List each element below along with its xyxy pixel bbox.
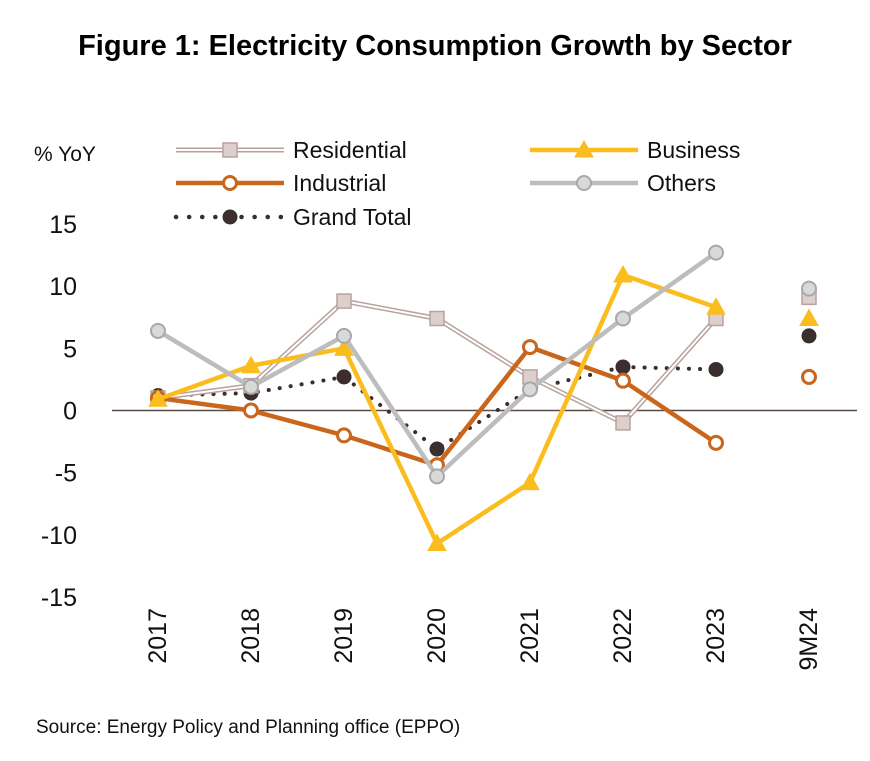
data-point-industrial bbox=[801, 368, 817, 385]
legend-swatch-marker bbox=[576, 175, 592, 191]
data-point-residential bbox=[615, 415, 631, 431]
data-point-industrial bbox=[615, 372, 631, 389]
source-note: Source: Energy Policy and Planning offic… bbox=[36, 717, 461, 738]
legend-item-grand-total: Grand Total bbox=[173, 204, 411, 230]
data-point-industrial bbox=[336, 427, 352, 444]
data-point-others bbox=[150, 322, 166, 339]
data-point-business bbox=[241, 355, 261, 374]
legend-label: Business bbox=[647, 137, 740, 163]
data-point-industrial bbox=[522, 339, 538, 356]
legend: Residential Business Industrial Others Grand… bbox=[173, 137, 740, 230]
data-point-business bbox=[427, 533, 447, 552]
data-point-others bbox=[429, 468, 445, 485]
y-tick-label: -5 bbox=[55, 460, 77, 488]
y-tick-label: 5 bbox=[63, 335, 77, 363]
series-industrial bbox=[150, 339, 817, 474]
y-tick-label: 15 bbox=[49, 211, 77, 239]
data-point-others bbox=[336, 327, 352, 344]
legend-label: Others bbox=[647, 170, 716, 196]
y-axis: 15 10 5 0 -5 -10 -15 bbox=[41, 211, 77, 612]
data-point-grand-total bbox=[615, 359, 631, 375]
x-tick-label: 9M24 bbox=[795, 608, 823, 671]
data-point-business bbox=[613, 264, 633, 283]
data-point-residential bbox=[336, 293, 352, 309]
data-point-business bbox=[520, 472, 540, 491]
data-point-others bbox=[801, 280, 817, 297]
y-axis-unit-label: % YoY bbox=[34, 143, 96, 166]
x-tick-label: 2017 bbox=[144, 608, 172, 664]
data-point-industrial bbox=[243, 402, 259, 419]
legend-label: Grand Total bbox=[293, 204, 411, 230]
legend-item-business: Business bbox=[530, 137, 740, 163]
data-point-business bbox=[799, 308, 819, 326]
x-tick-label: 2021 bbox=[516, 608, 544, 664]
data-point-grand-total bbox=[429, 441, 445, 457]
data-point-others bbox=[708, 244, 724, 261]
legend-item-others: Others bbox=[530, 170, 716, 196]
legend-swatch-marker bbox=[222, 175, 238, 191]
legend-swatch-marker bbox=[574, 139, 594, 158]
data-point-business bbox=[706, 297, 726, 315]
data-point-grand-total bbox=[336, 369, 352, 385]
x-axis: 2017 2018 2019 2020 2021 2022 2023 9M24 bbox=[144, 608, 823, 671]
series-group bbox=[148, 244, 819, 552]
data-point-others bbox=[615, 310, 631, 327]
y-tick-label: -15 bbox=[41, 584, 77, 612]
y-tick-label: -10 bbox=[41, 522, 77, 550]
x-tick-label: 2018 bbox=[237, 608, 265, 664]
chart-title: Figure 1: Electricity Consumption Growth… bbox=[78, 30, 792, 62]
y-tick-label: 10 bbox=[49, 273, 77, 301]
series-others bbox=[150, 244, 817, 485]
data-point-others bbox=[522, 381, 538, 398]
data-point-grand-total bbox=[801, 328, 817, 344]
legend-swatch-marker bbox=[222, 209, 238, 225]
legend-item-industrial: Industrial bbox=[176, 170, 386, 196]
x-tick-label: 2023 bbox=[702, 608, 730, 664]
x-tick-label: 2022 bbox=[609, 608, 637, 664]
legend-swatch-marker bbox=[222, 142, 238, 158]
data-point-residential bbox=[429, 310, 445, 327]
legend-label: Residential bbox=[293, 137, 407, 163]
legend-label: Industrial bbox=[293, 170, 386, 196]
data-point-industrial bbox=[708, 434, 724, 451]
series-business bbox=[148, 264, 819, 552]
data-point-others bbox=[243, 378, 259, 395]
data-point-business bbox=[148, 389, 168, 407]
x-tick-label: 2020 bbox=[423, 608, 451, 664]
data-point-business bbox=[334, 338, 354, 356]
data-point-grand-total bbox=[708, 361, 724, 377]
legend-item-residential: Residential bbox=[176, 137, 407, 163]
y-tick-label: 0 bbox=[63, 398, 77, 426]
x-tick-label: 2019 bbox=[330, 608, 358, 664]
